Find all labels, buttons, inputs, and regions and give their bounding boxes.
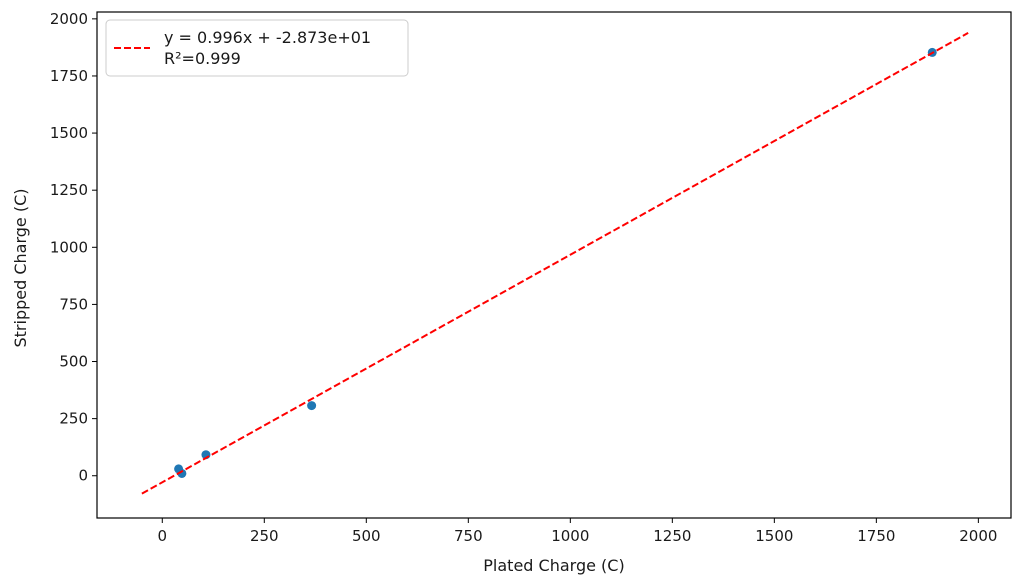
x-tick-label: 0 xyxy=(158,527,168,545)
x-axis-label: Plated Charge (C) xyxy=(483,556,624,575)
x-tick-label: 1500 xyxy=(755,527,793,545)
y-tick-label: 1250 xyxy=(50,181,88,199)
data-point xyxy=(307,401,317,411)
y-axis-ticks: 0 250 500 750 1000 1250 1500 1750 2000 xyxy=(50,10,97,485)
y-tick-label: 750 xyxy=(59,295,88,313)
y-tick-label: 0 xyxy=(78,467,88,485)
y-tick-label: 1500 xyxy=(50,124,88,142)
x-tick-label: 1000 xyxy=(551,527,589,545)
x-tick-label: 1250 xyxy=(653,527,691,545)
plot-frame xyxy=(96,11,1012,519)
data-point xyxy=(177,468,187,478)
y-tick-label: 2000 xyxy=(50,10,88,28)
x-tick-label: 1750 xyxy=(857,527,895,545)
plot-area xyxy=(96,11,1012,519)
x-tick-label: 500 xyxy=(352,527,381,545)
x-tick-label: 250 xyxy=(250,527,279,545)
y-tick-label: 250 xyxy=(59,410,88,428)
legend-equation: y = 0.996x + -2.873e+01 xyxy=(164,28,371,47)
legend-box xyxy=(105,19,409,77)
legend-r-squared: R²=0.999 xyxy=(164,49,241,68)
x-tick-label: 2000 xyxy=(959,527,997,545)
y-tick-label: 1750 xyxy=(50,67,88,85)
y-axis-label: Stripped Charge (C) xyxy=(11,188,30,347)
x-tick-label: 750 xyxy=(454,527,483,545)
x-axis-ticks: 0 250 500 750 1000 1250 1500 1750 2000 xyxy=(158,518,997,545)
fit-line-layer xyxy=(141,32,969,495)
fit-line xyxy=(141,32,969,495)
y-tick-label: 1000 xyxy=(50,238,88,256)
y-tick-label: 500 xyxy=(59,353,88,371)
legend: y = 0.996x + -2.873e+01 R²=0.999 xyxy=(105,19,409,77)
